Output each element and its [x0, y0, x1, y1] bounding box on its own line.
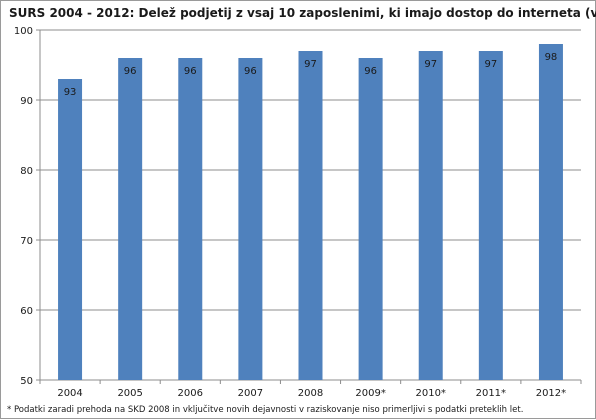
data-label: 96	[244, 66, 257, 77]
x-tick-label: 2007	[238, 388, 263, 399]
data-label: 96	[184, 66, 197, 77]
x-tick-label: 2012*	[536, 388, 566, 399]
x-tick-label: 2006	[178, 388, 203, 399]
data-label: 97	[424, 59, 437, 70]
data-label: 98	[545, 52, 558, 63]
x-tick-label: 2009*	[355, 388, 385, 399]
y-tick-label: 80	[20, 166, 33, 177]
x-tick-label: 2004	[57, 388, 82, 399]
data-label: 96	[124, 66, 137, 77]
y-tick-label: 50	[20, 376, 33, 387]
data-label: 96	[364, 66, 377, 77]
x-tick-label: 2005	[117, 388, 142, 399]
bar	[58, 79, 83, 380]
data-label: 97	[304, 59, 317, 70]
bar	[358, 58, 383, 380]
chart-footnote: * Podatki zaradi prehoda na SKD 2008 in …	[7, 405, 524, 415]
bar	[418, 51, 443, 380]
y-tick-label: 100	[14, 26, 33, 37]
bar	[478, 51, 503, 380]
y-tick-label: 70	[20, 236, 33, 247]
x-tick-label: 2011*	[476, 388, 506, 399]
bar	[538, 44, 563, 380]
x-tick-label: 2008	[298, 388, 323, 399]
data-label: 97	[484, 59, 497, 70]
x-tick-label: 2010*	[415, 388, 445, 399]
y-tick-label: 60	[20, 306, 33, 317]
bar	[298, 51, 323, 380]
chart-title: SURS 2004 - 2012: Delež podjetij z vsaj …	[9, 6, 596, 20]
bar	[238, 58, 263, 380]
y-tick-label: 90	[20, 96, 33, 107]
bar	[118, 58, 143, 380]
data-label: 93	[64, 87, 77, 98]
bar	[178, 58, 203, 380]
